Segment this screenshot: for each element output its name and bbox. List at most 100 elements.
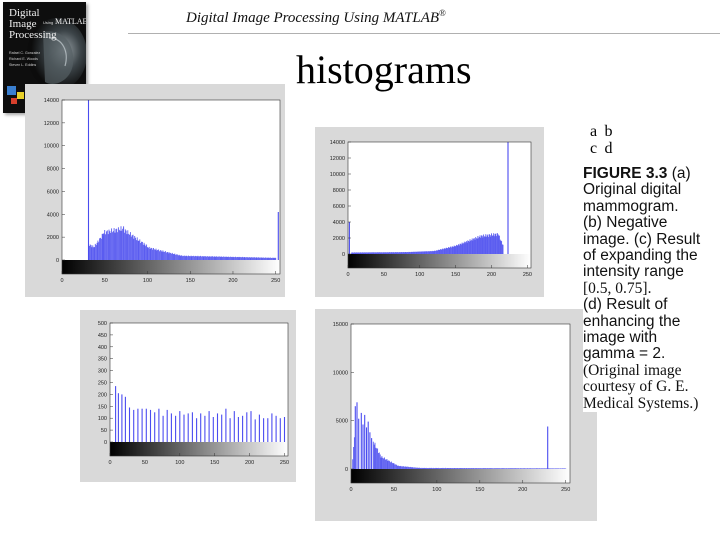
histogram-panel-d: 0 5000 10000 15000 0 50 100 150 200 250 [315,309,597,521]
book-using: Using [43,20,53,25]
axes-frame [350,323,571,484]
intensity-gradient-bar [351,469,570,483]
x-tick-label: 200 [245,460,254,466]
y-tick-label: 0 [104,440,107,446]
caption-line: Original digital [583,181,682,199]
x-tick-label: 0 [349,487,352,493]
caption-line: image with [583,329,658,347]
intensity-gradient-bar [110,442,288,456]
x-tick-label: 50 [391,487,397,493]
y-tick-label: 400 [98,345,107,351]
x-tick-label: 250 [523,272,532,278]
plot-area [110,323,288,456]
axes-frame [61,99,281,275]
caption-line: gamma = 2. [583,345,666,363]
book-author-1: Rafael C. Gonzalez [9,51,40,55]
book-title-line2: Image [9,18,37,30]
intensity-gradient-bar [62,260,280,274]
book-matlab: MATLAB [55,17,86,26]
figure-caption: FIGURE 3.3 (a) Original digital mammogram.… [583,165,718,413]
caption-line: (Original image [583,361,682,379]
panel-label-b: b [604,123,613,140]
y-tick-label: 6000 [333,204,345,210]
y-tick-label: 150 [98,404,107,410]
header-title-text: Digital Image Processing Using MATLAB [186,10,440,26]
histogram-panel-b: 0 2000 4000 6000 8000 10000 12000 14000 0 50 100 15… [315,127,544,297]
y-tick-label: 10000 [333,370,348,376]
x-tick-label: 200 [487,272,496,278]
x-tick-label: 50 [381,272,387,278]
x-tick-label: 150 [186,278,195,284]
x-tick-label: 0 [346,272,349,278]
slide-title: histograms [296,47,472,92]
x-tick-label: 150 [475,487,484,493]
histogram-chart-c: 0 50 100 150 200 250 300 350 400 450 500 0 50 100 150 2… [98,321,289,466]
y-tick-label: 12000 [44,121,59,127]
y-tick-label: 15000 [333,322,348,328]
y-tick-label: 2000 [47,235,59,241]
y-tick-label: 8000 [47,167,59,173]
y-tick-label: 200 [98,392,107,398]
x-tick-label: 250 [561,487,570,493]
book-title-line3: Processing [9,29,57,41]
panel-label-d: d [604,140,613,157]
book-author-2: Richard E. Woods [9,57,38,61]
x-tick-label: 250 [280,460,289,466]
x-tick-label: 100 [415,272,424,278]
caption-line: (b) Negative [583,214,668,232]
panel-label-c: c [589,140,598,157]
x-tick-label: 0 [60,278,63,284]
y-tick-label: 450 [98,333,107,339]
y-tick-label: 100 [98,416,107,422]
y-tick-label: 4000 [333,220,345,226]
histogram-chart-d: 0 5000 10000 15000 0 50 100 150 200 250 [333,322,571,493]
caption-line: image. (c) Result [583,230,701,248]
x-tick-label: 250 [271,278,280,284]
x-tick-label: 100 [432,487,441,493]
x-tick-label: 50 [142,460,148,466]
y-tick-label: 10000 [44,144,59,150]
y-tick-label: 8000 [333,188,345,194]
x-tick-label: 200 [518,487,527,493]
y-tick-label: 6000 [47,189,59,195]
axes-frame [109,322,289,457]
histogram-panel-c: 0 50 100 150 200 250 300 350 400 450 500 0 50 100 150 2… [80,310,296,482]
y-tick-label: 14000 [44,98,59,104]
y-tick-label: 500 [98,321,107,327]
y-tick-label: 2000 [333,236,345,242]
y-tick-label: 250 [98,381,107,387]
x-tick-label: 0 [108,460,111,466]
y-tick-label: 50 [101,428,107,434]
y-tick-label: 300 [98,369,107,375]
x-tick-label: 50 [102,278,108,284]
caption-line: [0.5, 0.75]. [583,279,652,297]
y-tick-label: 5000 [336,419,348,425]
y-tick-label: 4000 [47,212,59,218]
caption-line: intensity range [583,263,684,281]
caption-line: (d) Result of [583,296,668,314]
figure-number: FIGURE 3.3 [583,165,668,182]
book-author-3: Steven L. Eddins [9,63,36,67]
intensity-gradient-bar [348,254,531,268]
registered-mark: ® [439,8,446,18]
histogram-panel-a: 0 2000 4000 6000 8000 10000 12000 14000 0 50 100 15… [25,84,285,297]
caption-line: of expanding the [583,247,698,265]
book-title-line1: Digital [9,7,40,19]
y-tick-label: 10000 [330,172,345,178]
x-tick-label: 100 [175,460,184,466]
y-tick-label: 0 [345,467,348,473]
y-tick-label: 0 [56,258,59,264]
caption-line: (a) [671,165,691,182]
header-divider [128,33,720,34]
x-tick-label: 150 [210,460,219,466]
histogram-chart-a: 0 2000 4000 6000 8000 10000 12000 14000 0 50 100 15… [44,98,281,284]
header-title: Digital Image Processing Using MATLAB® [186,8,446,27]
x-tick-label: 100 [143,278,152,284]
caption-line: mammogram. [583,197,679,215]
caption-line: enhancing the [583,312,681,330]
plot-area [351,324,570,483]
x-tick-label: 200 [228,278,237,284]
caption-line: Medical Systems.) [583,394,699,412]
panel-label-a: a [589,123,598,140]
